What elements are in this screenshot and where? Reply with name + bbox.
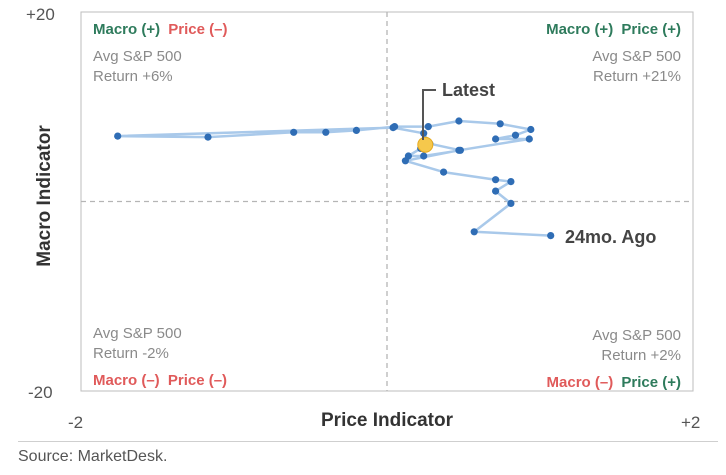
- quadrant-top-right-macro: Macro (+): [546, 21, 613, 38]
- y-tick-bottom: -20: [28, 383, 53, 402]
- latest-point-marker: [417, 136, 434, 153]
- data-point-17: [352, 126, 360, 134]
- source-note: Source: MarketDesk.: [18, 448, 168, 465]
- data-point-20: [204, 133, 212, 141]
- series-path-line: [116, 119, 551, 237]
- x-axis-title: Price Indicator: [321, 410, 454, 431]
- data-point-19: [290, 128, 298, 136]
- data-point-15: [424, 123, 432, 131]
- data-point-12: [527, 125, 535, 134]
- series-layer: [114, 117, 555, 240]
- data-point-10: [492, 135, 500, 143]
- quadrant-bottom-right-label: Macro (–) Price (+): [547, 374, 681, 391]
- quadrant-bottom-right-note2: Return +2%: [601, 347, 681, 364]
- oldest-annotation: 24mo. Ago: [565, 227, 656, 247]
- x-tick-left: -2: [68, 413, 83, 432]
- data-point-3: [492, 187, 500, 195]
- source-divider: [18, 441, 718, 442]
- y-tick-top: +20: [26, 5, 55, 24]
- quadrant-top-left-label: Macro (+) Price (–): [93, 21, 227, 38]
- quadrant-bottom-left-note2: Return -2%: [93, 345, 169, 362]
- data-point-9: [525, 135, 533, 143]
- data-point-1: [470, 228, 478, 236]
- data-point-11: [511, 131, 520, 139]
- quadrant-top-left-macro: Macro (+): [93, 21, 160, 38]
- macro-price-scatter-chart: +20 -20 -2 +2 Price Indicator Macro Indi…: [26, 5, 700, 432]
- quadrant-top-left-note1: Avg S&P 500: [93, 48, 182, 65]
- quadrant-bottom-right-macro: Macro (–): [547, 374, 614, 391]
- latest-annotation: Latest: [442, 80, 495, 100]
- data-point-25: [456, 146, 464, 154]
- quadrant-bottom-left-label: Macro (–) Price (–): [93, 372, 227, 389]
- x-tick-right: +2: [681, 413, 700, 432]
- quadrant-bottom-left-note1: Avg S&P 500: [93, 325, 182, 342]
- data-point-6: [440, 168, 448, 176]
- quadrant-bottom-right-note1: Avg S&P 500: [592, 327, 681, 344]
- latest-leader-line: [422, 89, 436, 140]
- data-point-14: [455, 117, 463, 125]
- data-point-18: [322, 128, 330, 136]
- data-point-27: [404, 152, 412, 160]
- data-point-13: [496, 120, 504, 128]
- y-axis-title: Macro Indicator: [34, 125, 55, 267]
- quadrant-bottom-left-price: Price (–): [168, 372, 227, 389]
- data-point-26: [420, 152, 428, 160]
- quadrant-top-right-note2: Return +21%: [593, 68, 681, 85]
- quadrant-top-right-note1: Avg S&P 500: [592, 48, 681, 65]
- data-point-5: [492, 176, 500, 184]
- data-point-21: [114, 132, 122, 140]
- quadrant-bottom-right-price: Price (+): [621, 374, 681, 391]
- quadrant-top-right-price: Price (+): [621, 21, 681, 38]
- data-point-22: [389, 124, 397, 132]
- quadrant-top-right-label: Macro (+) Price (+): [546, 21, 681, 38]
- quadrant-top-left-note2: Return +6%: [93, 68, 173, 85]
- quadrant-bottom-left-macro: Macro (–): [93, 372, 160, 389]
- quadrant-top-left-price: Price (–): [168, 21, 227, 38]
- data-point-0: [547, 232, 555, 240]
- data-point-2: [507, 199, 515, 207]
- data-point-4: [507, 178, 515, 186]
